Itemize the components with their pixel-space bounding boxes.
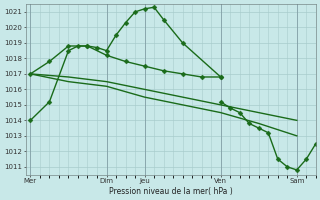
- X-axis label: Pression niveau de la mer( hPa ): Pression niveau de la mer( hPa ): [109, 187, 233, 196]
